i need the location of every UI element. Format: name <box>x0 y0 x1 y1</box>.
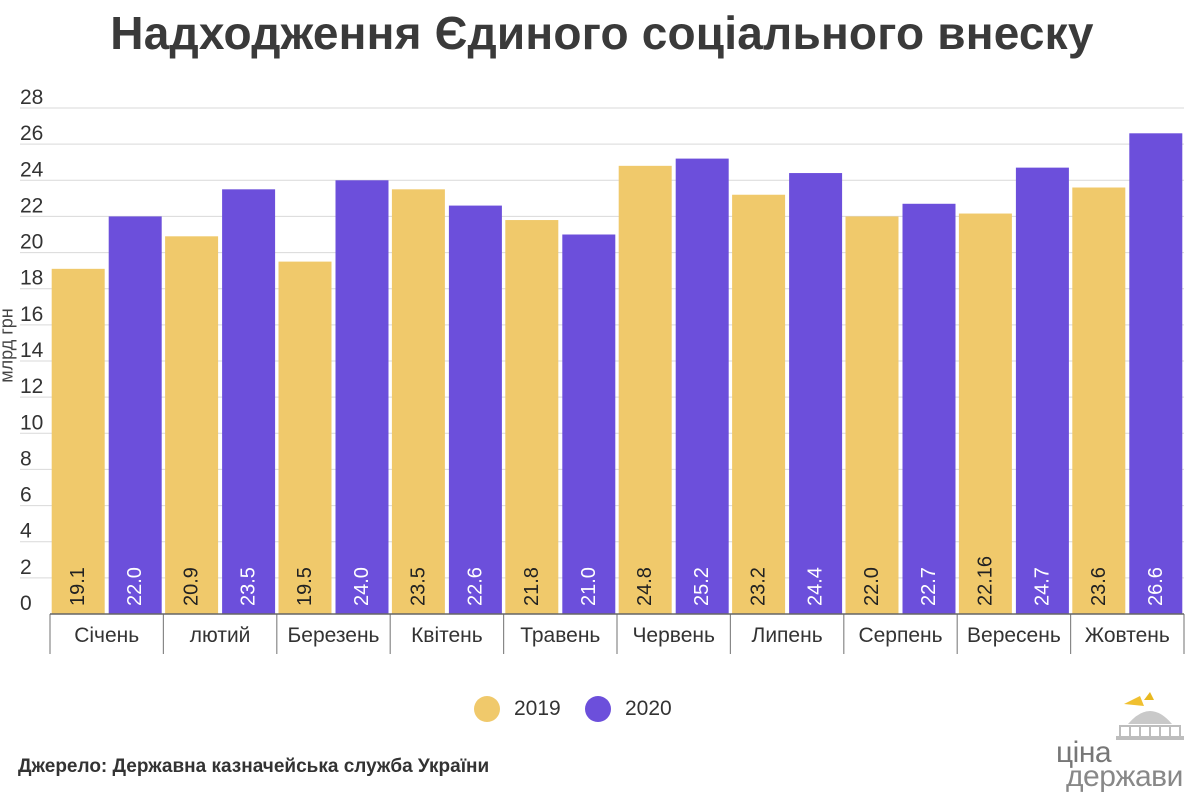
data-label-2019: 24.8 <box>634 567 656 606</box>
data-label-2020: 25.2 <box>691 567 713 606</box>
legend-item-2019: 2019 <box>474 696 561 722</box>
bar-2019 <box>1072 187 1126 614</box>
bar-2020 <box>902 203 956 614</box>
data-label-2020: 24.4 <box>805 567 827 606</box>
bar-2020 <box>675 158 729 614</box>
data-label-2020: 21.0 <box>578 567 600 606</box>
data-label-2019: 22.16 <box>974 556 996 606</box>
bar-2020 <box>108 216 162 614</box>
bar-2019 <box>505 220 559 615</box>
bar-2020 <box>222 189 276 615</box>
y-tick-label: 28 <box>20 86 43 109</box>
logo-text-top: ціна <box>1056 736 1112 769</box>
y-tick-label: 26 <box>20 122 43 145</box>
legend-swatch-2020 <box>585 696 611 722</box>
data-label-2020: 26.6 <box>1145 567 1167 606</box>
x-tick-label: Січень <box>74 624 139 647</box>
y-tick-label: 2 <box>20 556 32 579</box>
logo: ціна держави <box>1050 692 1200 793</box>
x-tick-label: Березень <box>288 624 380 647</box>
y-tick-label: 6 <box>20 484 32 507</box>
x-tick-label: Липень <box>752 624 823 647</box>
x-tick-label: Жовтень <box>1085 624 1170 647</box>
data-label-2020: 22.7 <box>918 567 940 606</box>
x-tick-label: лютий <box>190 624 251 647</box>
source-note: Джерело: Державна казначейська служба Ук… <box>18 756 490 777</box>
x-tick-label: Вересень <box>967 624 1061 647</box>
data-label-2019: 21.8 <box>521 567 543 606</box>
bar-2020 <box>448 205 502 615</box>
parliament-dome-icon <box>1116 692 1184 740</box>
bar-2020 <box>562 234 616 614</box>
y-tick-label: 4 <box>20 520 32 543</box>
y-tick-label: 22 <box>20 194 43 217</box>
data-label-2019: 23.2 <box>748 567 770 606</box>
bar-2020 <box>789 173 843 615</box>
data-label-2019: 20.9 <box>181 567 203 606</box>
y-tick-label: 20 <box>20 231 43 254</box>
data-label-2020: 24.0 <box>351 567 373 606</box>
data-label-2019: 19.5 <box>294 567 316 606</box>
bar-2019 <box>391 189 445 615</box>
y-tick-label: 24 <box>20 158 44 181</box>
legend-item-2020: 2020 <box>585 696 672 722</box>
y-tick-label: 8 <box>20 447 32 470</box>
y-tick-label: 0 <box>20 592 32 615</box>
data-label-2020: 24.7 <box>1031 567 1053 606</box>
bar-2019 <box>618 165 672 615</box>
y-tick-label: 18 <box>20 267 43 290</box>
x-tick-label: Травень <box>520 624 600 647</box>
data-label-2020: 22.6 <box>464 567 486 606</box>
legend-label-2019: 2019 <box>514 697 561 720</box>
data-label-2020: 22.0 <box>124 567 146 606</box>
data-label-2020: 23.5 <box>238 567 260 606</box>
y-tick-label: 10 <box>20 411 43 434</box>
bar-2019 <box>732 194 786 614</box>
data-label-2019: 23.5 <box>407 567 429 606</box>
bar-2019 <box>845 216 899 614</box>
data-label-2019: 19.1 <box>67 567 89 606</box>
bar-2019 <box>165 236 219 615</box>
logo-text-bottom: держави <box>1066 760 1183 793</box>
y-tick-label: 14 <box>20 339 44 362</box>
bar-2019 <box>278 261 332 614</box>
y-tick-label: 12 <box>20 375 43 398</box>
y-tick-label: 16 <box>20 303 43 326</box>
x-tick-label: Серпень <box>858 624 942 647</box>
legend-label-2020: 2020 <box>625 697 672 720</box>
bar-2019 <box>51 268 105 614</box>
legend-swatch-2019 <box>474 696 500 722</box>
chart-title: Надходження Єдиного соціального внеску <box>110 7 1094 59</box>
x-tick-label: Червень <box>632 624 715 647</box>
data-label-2019: 23.6 <box>1088 567 1110 606</box>
bar-2019 <box>958 213 1012 614</box>
bar-2020 <box>335 180 389 615</box>
bar-2020 <box>1129 133 1183 615</box>
legend: 2019 2020 <box>0 696 1204 726</box>
x-tick-label: Квітень <box>411 624 483 647</box>
data-label-2019: 22.0 <box>861 567 883 606</box>
bar-2020 <box>1015 167 1069 614</box>
